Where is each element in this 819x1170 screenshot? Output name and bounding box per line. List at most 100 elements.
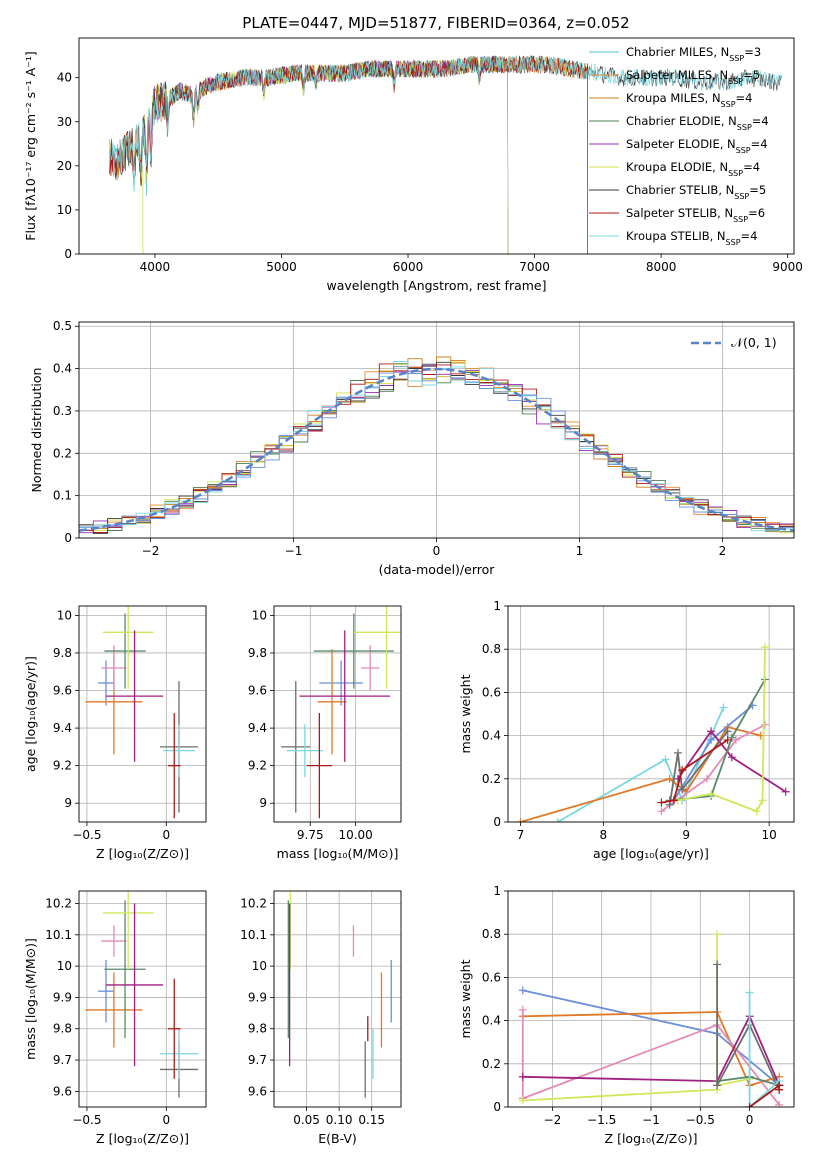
panels: 4000 5000 6000 7000 8000 9000010203040wavelen… (23, 37, 803, 1146)
x-tick-label: −1 (642, 1113, 660, 1127)
weight-marker (678, 766, 687, 775)
weight-line (748, 992, 780, 1107)
weight-marker (673, 748, 682, 757)
x-tick-label: 0 (162, 828, 170, 842)
errorbar-point (104, 900, 146, 1039)
errorbar-point (102, 891, 154, 970)
weight-series (516, 643, 790, 822)
x-axis-label: wavelength [Angstrom, rest frame] (326, 278, 546, 293)
x-tick-label: 9.75 (297, 828, 324, 842)
legend-entry: Chabrier ELODIE, NSSP=4 (626, 114, 769, 132)
errorbar-point (167, 713, 181, 819)
y-tick-label: 0 (493, 1100, 501, 1114)
y-tick-label: 9 (64, 796, 72, 810)
spectrum-legend: Chabrier MILES, NSSP=3 Salpeter MILES, NS… (589, 45, 769, 247)
normal-reference-curve (79, 367, 794, 532)
weight-marker (661, 755, 670, 764)
weight-line (660, 724, 766, 812)
y-tick-label: 0.8 (482, 927, 501, 941)
x-tick-label: 10.00 (338, 828, 372, 842)
x-tick-label: 10 (761, 828, 776, 842)
y-tick-label: 0.4 (482, 1014, 501, 1028)
figure-title: PLATE=0447, MJD=51877, FIBERID=0364, z=0… (242, 14, 629, 32)
y-tick-label: 9.2 (53, 759, 72, 773)
errorbar-point (98, 959, 114, 1023)
y-tick-label: 9 (259, 796, 267, 810)
x-tick-label: 1 (576, 544, 584, 558)
y-tick-label: 0.6 (482, 685, 501, 699)
legend-entry: Kroupa ELODIE, NSSP=4 (626, 160, 760, 178)
spectrum-series (109, 54, 782, 254)
weight-marker (665, 774, 674, 783)
errorbar-point (306, 713, 333, 819)
y-tick-label: 0 (493, 815, 501, 829)
weight-line (661, 739, 729, 804)
weight-marker (518, 1072, 527, 1081)
y-tick-label: 0.4 (482, 729, 501, 743)
panel-mass-vs-Z: −0.5 0 9.6 9.7 9.8 9.9 10 10.1 10.2 Z [log₁₀(Z/Z⊙… (23, 890, 207, 1146)
weight-series-line (518, 1005, 784, 1107)
weight-marker (731, 735, 740, 744)
errorbar-point (105, 903, 164, 1067)
y-tick-label: 0.4 (53, 362, 72, 376)
legend-entry: Salpeter MILES, NSSP=5 (626, 68, 760, 86)
y-tick-label: 0.5 (53, 319, 72, 333)
y-tick-label: 9.8 (248, 646, 267, 660)
errorbar-point (102, 606, 154, 689)
y-tick-label: 40 (57, 71, 72, 85)
x-axis-label: age [log₁₀(age/yr)] (593, 846, 709, 861)
weight-marker (760, 643, 769, 652)
y-tick-label: 9.4 (248, 721, 267, 735)
x-tick-label: −0.5 (72, 828, 101, 842)
panel-residuals: −2 −1 0 1 2 0 0.1 0.2 0.3 0.4 0.5 (data-model)/erro… (29, 319, 795, 577)
weight-marker (727, 733, 736, 742)
y-tick-label: 0.6 (482, 970, 501, 984)
x-tick-label: 0 (433, 544, 441, 558)
errorbar-point (361, 645, 380, 691)
errorbar-point (286, 724, 323, 777)
grid-lines (274, 891, 401, 1107)
weight-marker (518, 1096, 527, 1105)
axes-frame (78, 321, 795, 539)
errorbar-point (159, 1028, 199, 1079)
y-tick-label: 0 (64, 531, 72, 545)
weight-marker (707, 727, 716, 736)
errorbar-point (319, 660, 363, 706)
x-tick-label: 0 (162, 1113, 170, 1127)
weight-marker (719, 703, 728, 712)
y-tick-label: 9.9 (53, 990, 72, 1004)
errorbar-point (353, 606, 401, 689)
x-tick-label: −0.5 (72, 1113, 101, 1127)
axes-frame (507, 605, 795, 823)
y-tick-label: 10 (57, 959, 72, 973)
axes-frame (78, 605, 207, 823)
x-axis-label: (data-model)/error (379, 562, 496, 577)
x-tick-label: 0 (746, 1113, 754, 1127)
weight-marker (516, 818, 525, 822)
y-tick-label: 0 (64, 247, 72, 261)
y-tick-label: 0.8 (482, 642, 501, 656)
y-tick-label: 9.6 (53, 684, 72, 698)
x-tick-label: 7000 (519, 260, 550, 274)
x-tick-label: 7 (517, 828, 525, 842)
weight-marker (518, 986, 527, 995)
panel-mass-weight-vs-Z: −2 −1.5 −1 −0.5 0 0 0.2 0.4 0.6 0.8 1 Z [log₁₀(Z/Z⊙… (458, 884, 795, 1146)
errorbar-point (317, 649, 347, 755)
errorbar-point (167, 978, 181, 1079)
weight-marker (678, 785, 687, 794)
weight-marker (745, 1103, 754, 1107)
weight-line (522, 934, 750, 1102)
y-tick-label: 9.8 (248, 1022, 267, 1036)
x-tick-label: −1 (285, 544, 303, 558)
y-axis-label: Flux [fλ10⁻¹⁷ erg cm⁻² s⁻¹ A⁻¹] (23, 51, 38, 240)
x-tick-label: 9 (682, 828, 690, 842)
y-tick-label: 9.2 (248, 759, 267, 773)
panel-mass-weight-vs-age: 7 8 9 10 0 0.2 0.4 0.6 0.8 1 age [log₁₀(age/yr)] ma… (458, 599, 795, 861)
y-axis-label: Normed distribution (29, 368, 44, 493)
grid-lines (79, 606, 206, 822)
y-tick-label: 0.2 (482, 1057, 501, 1071)
errorbar-points (281, 606, 401, 819)
weight-line (522, 1014, 781, 1086)
y-tick-label: 0.2 (53, 446, 72, 460)
errorbar-points (287, 891, 392, 1098)
